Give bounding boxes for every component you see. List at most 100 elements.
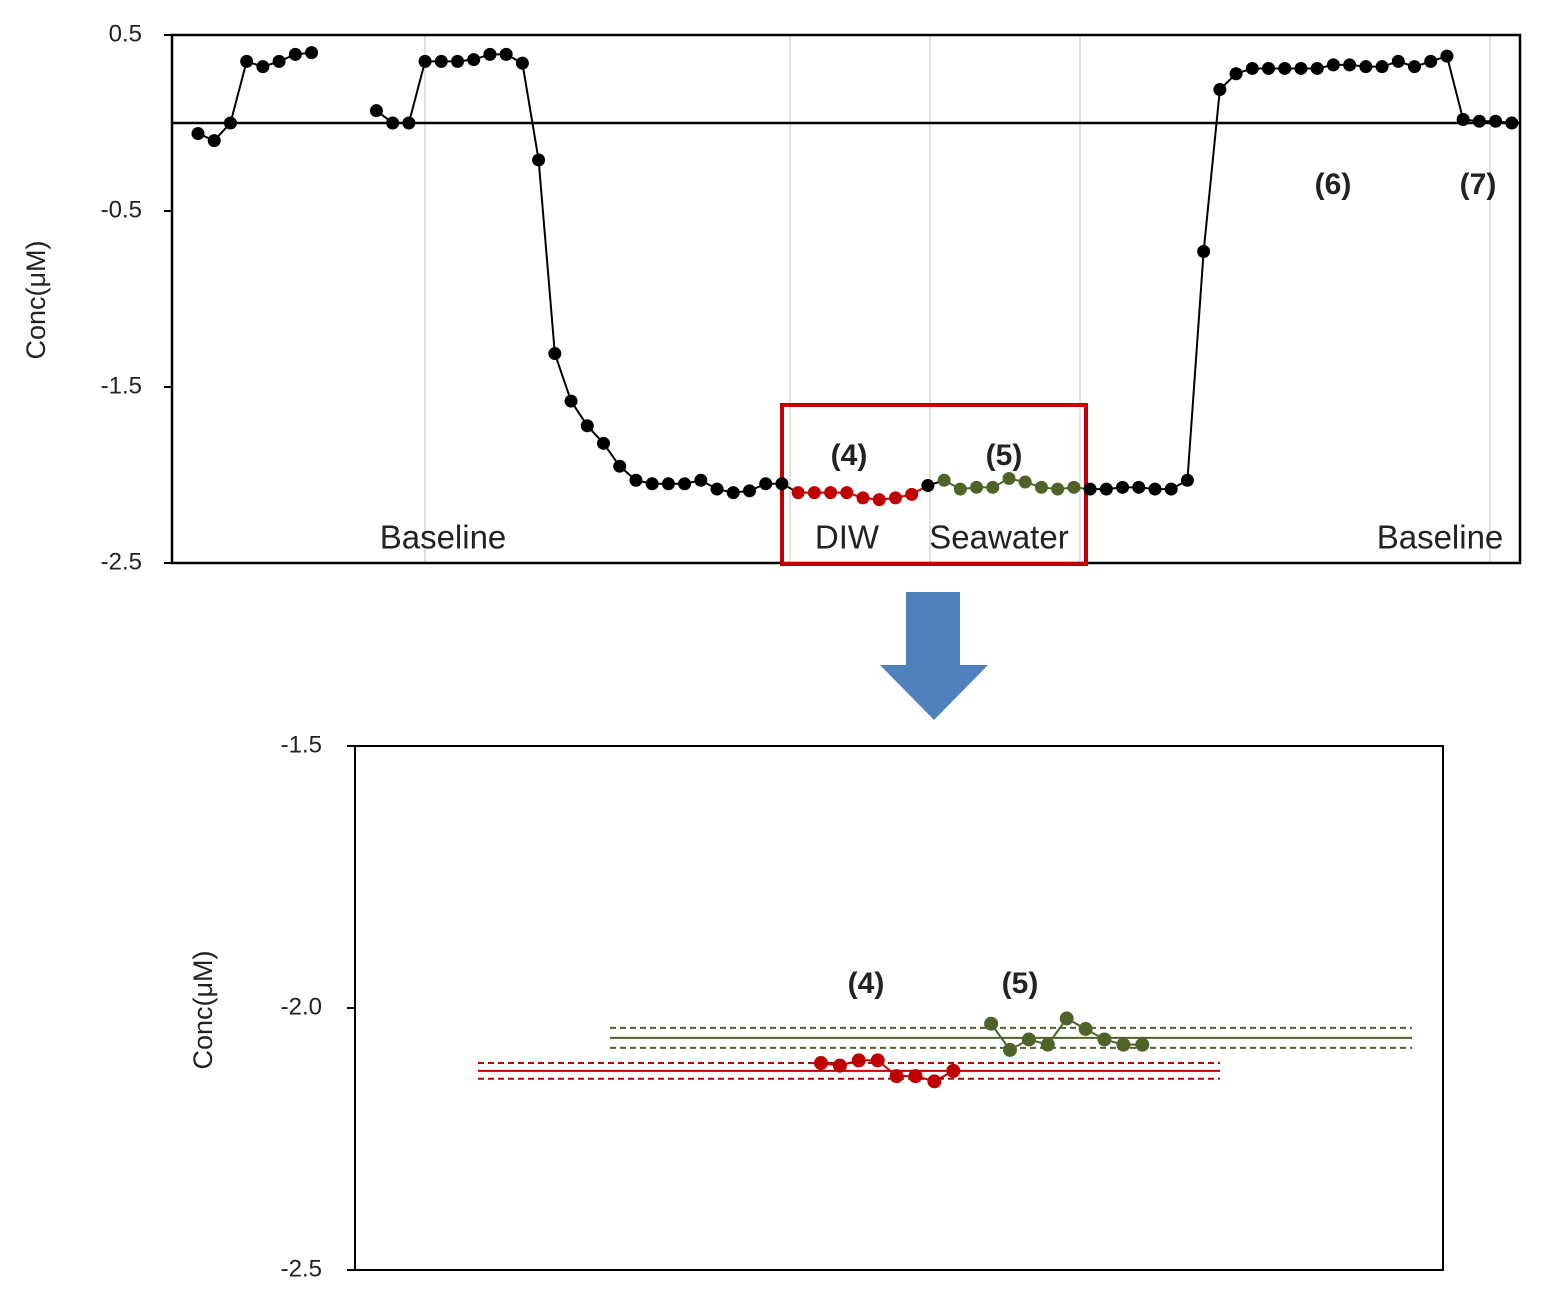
data-point — [1059, 1011, 1074, 1026]
data-point — [1294, 61, 1308, 75]
data-point — [1083, 482, 1097, 496]
data-point — [1067, 480, 1081, 494]
data-point — [1051, 482, 1065, 496]
annotation: Baseline — [380, 519, 507, 556]
data-point — [1002, 472, 1016, 486]
data-point — [678, 477, 692, 491]
data-point — [1343, 58, 1357, 72]
data-point — [1245, 61, 1259, 75]
annotation: (7) — [1460, 168, 1497, 201]
data-point — [905, 487, 919, 501]
data-point — [1180, 473, 1194, 487]
data-point — [946, 1063, 961, 1078]
data-point — [1310, 61, 1324, 75]
data-point — [986, 480, 1000, 494]
data-point — [1424, 54, 1438, 68]
data-point — [223, 116, 237, 130]
data-point — [1003, 1042, 1017, 1057]
data-point — [791, 486, 805, 500]
data-point — [1326, 58, 1340, 72]
data-point — [369, 104, 383, 118]
y-tick-label: -1.5 — [101, 372, 142, 399]
data-point — [832, 1058, 847, 1073]
data-point — [499, 47, 513, 61]
data-point — [451, 54, 465, 68]
data-point — [888, 491, 902, 505]
data-point — [515, 56, 529, 70]
data-point — [386, 116, 400, 130]
data-point — [1278, 61, 1292, 75]
data-point — [872, 493, 886, 507]
data-point — [1099, 482, 1113, 496]
data-point — [256, 60, 270, 74]
data-point — [840, 486, 854, 500]
y-tick-label: -2.0 — [281, 993, 322, 1020]
data-point — [1213, 83, 1227, 97]
data-point — [814, 1056, 828, 1071]
data-point — [889, 1069, 904, 1084]
data-point — [921, 479, 935, 493]
data-point — [694, 473, 708, 487]
data-point — [775, 477, 789, 491]
y-tick-label: -2.5 — [281, 1255, 322, 1282]
data-point — [970, 480, 984, 494]
data-point — [1489, 114, 1503, 128]
annotation: (4) — [848, 967, 885, 1000]
data-point — [1229, 67, 1243, 81]
data-point — [1408, 60, 1421, 74]
data-point — [856, 491, 870, 505]
data-point — [1472, 114, 1486, 128]
annotation: Baseline — [1377, 519, 1504, 556]
data-point — [532, 153, 546, 167]
data-point — [1116, 480, 1130, 494]
data-point — [191, 127, 205, 141]
data-point — [288, 47, 302, 61]
data-point — [1078, 1021, 1093, 1036]
arrow — [880, 592, 988, 720]
data-point — [1164, 482, 1178, 496]
y-tick-label: -2.5 — [101, 548, 142, 575]
data-point — [984, 1016, 999, 1031]
data-point — [1097, 1032, 1112, 1047]
data-point — [1018, 475, 1032, 489]
data-point — [467, 53, 481, 67]
data-point — [726, 486, 740, 500]
annotation: Seawater — [929, 519, 1068, 556]
data-point — [1116, 1037, 1131, 1052]
data-point — [1505, 116, 1519, 130]
data-point — [402, 116, 416, 130]
data-point — [272, 54, 286, 68]
data-point — [1040, 1037, 1055, 1052]
data-point — [937, 473, 951, 487]
data-point — [759, 477, 773, 491]
data-point — [807, 486, 821, 500]
annotation: (4) — [831, 439, 868, 472]
data-point — [580, 419, 594, 433]
annotation: (6) — [1315, 168, 1352, 201]
data-point — [953, 482, 967, 496]
data-point — [1456, 112, 1470, 126]
data-point — [645, 477, 659, 491]
annotation: DIW — [815, 519, 880, 556]
data-point — [1034, 480, 1048, 494]
data-point — [1359, 60, 1373, 74]
data-point — [927, 1074, 942, 1089]
y-axis-label: Conc(μM) — [188, 950, 218, 1069]
data-point — [629, 473, 643, 487]
data-point — [1021, 1032, 1036, 1047]
data-point — [597, 436, 610, 450]
annotation: (5) — [986, 439, 1023, 472]
data-point — [1262, 61, 1276, 75]
data-point — [418, 54, 432, 68]
data-point — [1375, 60, 1389, 74]
data-point — [661, 477, 675, 491]
bottom-plot-frame — [354, 745, 1444, 1271]
data-point — [483, 47, 497, 61]
y-axis-label: Conc(μM) — [21, 240, 51, 359]
data-point — [207, 134, 221, 148]
data-point — [851, 1053, 866, 1068]
data-point — [564, 394, 578, 408]
y-tick-label: -1.5 — [281, 731, 322, 758]
data-point — [1440, 49, 1454, 63]
